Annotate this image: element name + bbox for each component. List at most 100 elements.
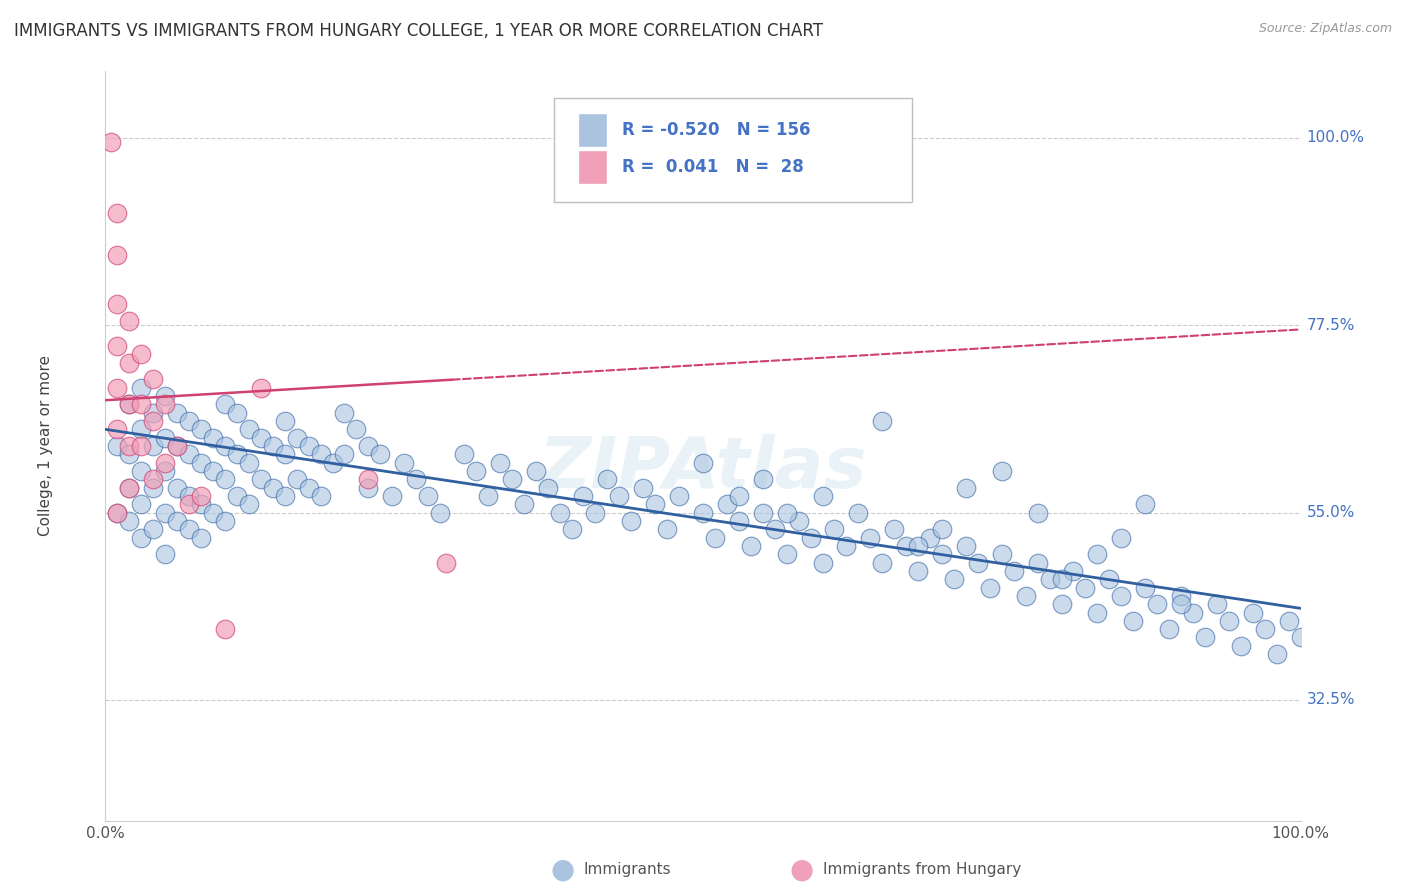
Point	[751, 472, 773, 486]
Point	[107, 506, 129, 520]
Point	[166, 406, 188, 420]
Point	[942, 572, 965, 586]
Point	[107, 506, 129, 520]
Point	[633, 481, 655, 495]
Point	[1133, 497, 1156, 511]
Point	[238, 422, 260, 436]
Point	[129, 439, 153, 453]
Point	[214, 397, 236, 411]
Point	[931, 522, 953, 536]
Point	[1098, 572, 1121, 586]
Point	[548, 506, 571, 520]
Point	[872, 556, 894, 570]
Point	[1111, 589, 1133, 603]
Point	[1111, 531, 1133, 545]
Point	[1229, 639, 1251, 653]
Point	[166, 514, 188, 528]
Point	[357, 472, 380, 486]
Point	[177, 447, 201, 461]
Point	[166, 439, 188, 453]
Point	[655, 522, 678, 536]
Point	[1038, 572, 1062, 586]
Point	[967, 556, 990, 570]
Point	[1241, 606, 1264, 620]
Point	[214, 622, 236, 636]
Point	[692, 456, 714, 470]
Point	[129, 497, 153, 511]
Point	[883, 522, 905, 536]
Point	[524, 464, 547, 478]
Point	[225, 406, 249, 420]
Point	[153, 464, 177, 478]
Point	[107, 247, 129, 261]
Point	[513, 497, 536, 511]
Point	[1170, 597, 1192, 611]
Point	[1146, 597, 1168, 611]
Point	[129, 347, 153, 361]
Point	[1050, 597, 1073, 611]
Point	[1122, 614, 1144, 628]
Point	[907, 564, 929, 578]
Point	[190, 497, 212, 511]
Point	[273, 447, 295, 461]
Point	[214, 514, 236, 528]
Point	[692, 506, 714, 520]
Point	[1277, 614, 1299, 628]
Point	[250, 472, 273, 486]
Point	[859, 531, 882, 545]
Text: 55.0%: 55.0%	[1306, 505, 1355, 520]
Point	[955, 481, 977, 495]
Point	[298, 439, 321, 453]
Point	[811, 489, 834, 503]
Point	[333, 447, 356, 461]
Point	[190, 422, 212, 436]
Point	[166, 439, 188, 453]
Point	[1206, 597, 1229, 611]
Point	[668, 489, 690, 503]
Point	[740, 539, 762, 553]
Point	[153, 397, 177, 411]
Point	[1181, 606, 1204, 620]
Point	[979, 581, 1001, 595]
Point	[704, 531, 727, 545]
Point	[238, 456, 260, 470]
Point	[920, 531, 942, 545]
Point	[142, 372, 165, 386]
Point	[381, 489, 404, 503]
Point	[153, 506, 177, 520]
Point	[118, 481, 141, 495]
Point	[129, 381, 153, 395]
Point	[931, 547, 953, 561]
Point	[896, 539, 918, 553]
Point	[118, 314, 141, 328]
Point	[225, 489, 249, 503]
Point	[607, 489, 630, 503]
Point	[1050, 572, 1073, 586]
Point	[1133, 581, 1156, 595]
Point	[907, 539, 929, 553]
Point	[118, 514, 141, 528]
Point	[644, 497, 666, 511]
Point	[990, 547, 1012, 561]
Text: ●: ●	[789, 855, 814, 884]
Point	[202, 506, 225, 520]
Point	[585, 506, 607, 520]
Point	[1002, 564, 1025, 578]
Point	[464, 464, 488, 478]
Point	[477, 489, 499, 503]
Point	[262, 439, 284, 453]
Text: College, 1 year or more: College, 1 year or more	[38, 356, 53, 536]
Point	[1170, 589, 1192, 603]
Point	[107, 381, 129, 395]
Point	[1159, 622, 1181, 636]
Point	[142, 472, 165, 486]
FancyBboxPatch shape	[578, 113, 607, 146]
Point	[107, 339, 129, 353]
Point	[596, 472, 619, 486]
Point	[142, 481, 165, 495]
Point	[321, 456, 344, 470]
Point	[872, 414, 894, 428]
Point	[142, 439, 165, 453]
Point	[118, 481, 141, 495]
Point	[118, 439, 141, 453]
